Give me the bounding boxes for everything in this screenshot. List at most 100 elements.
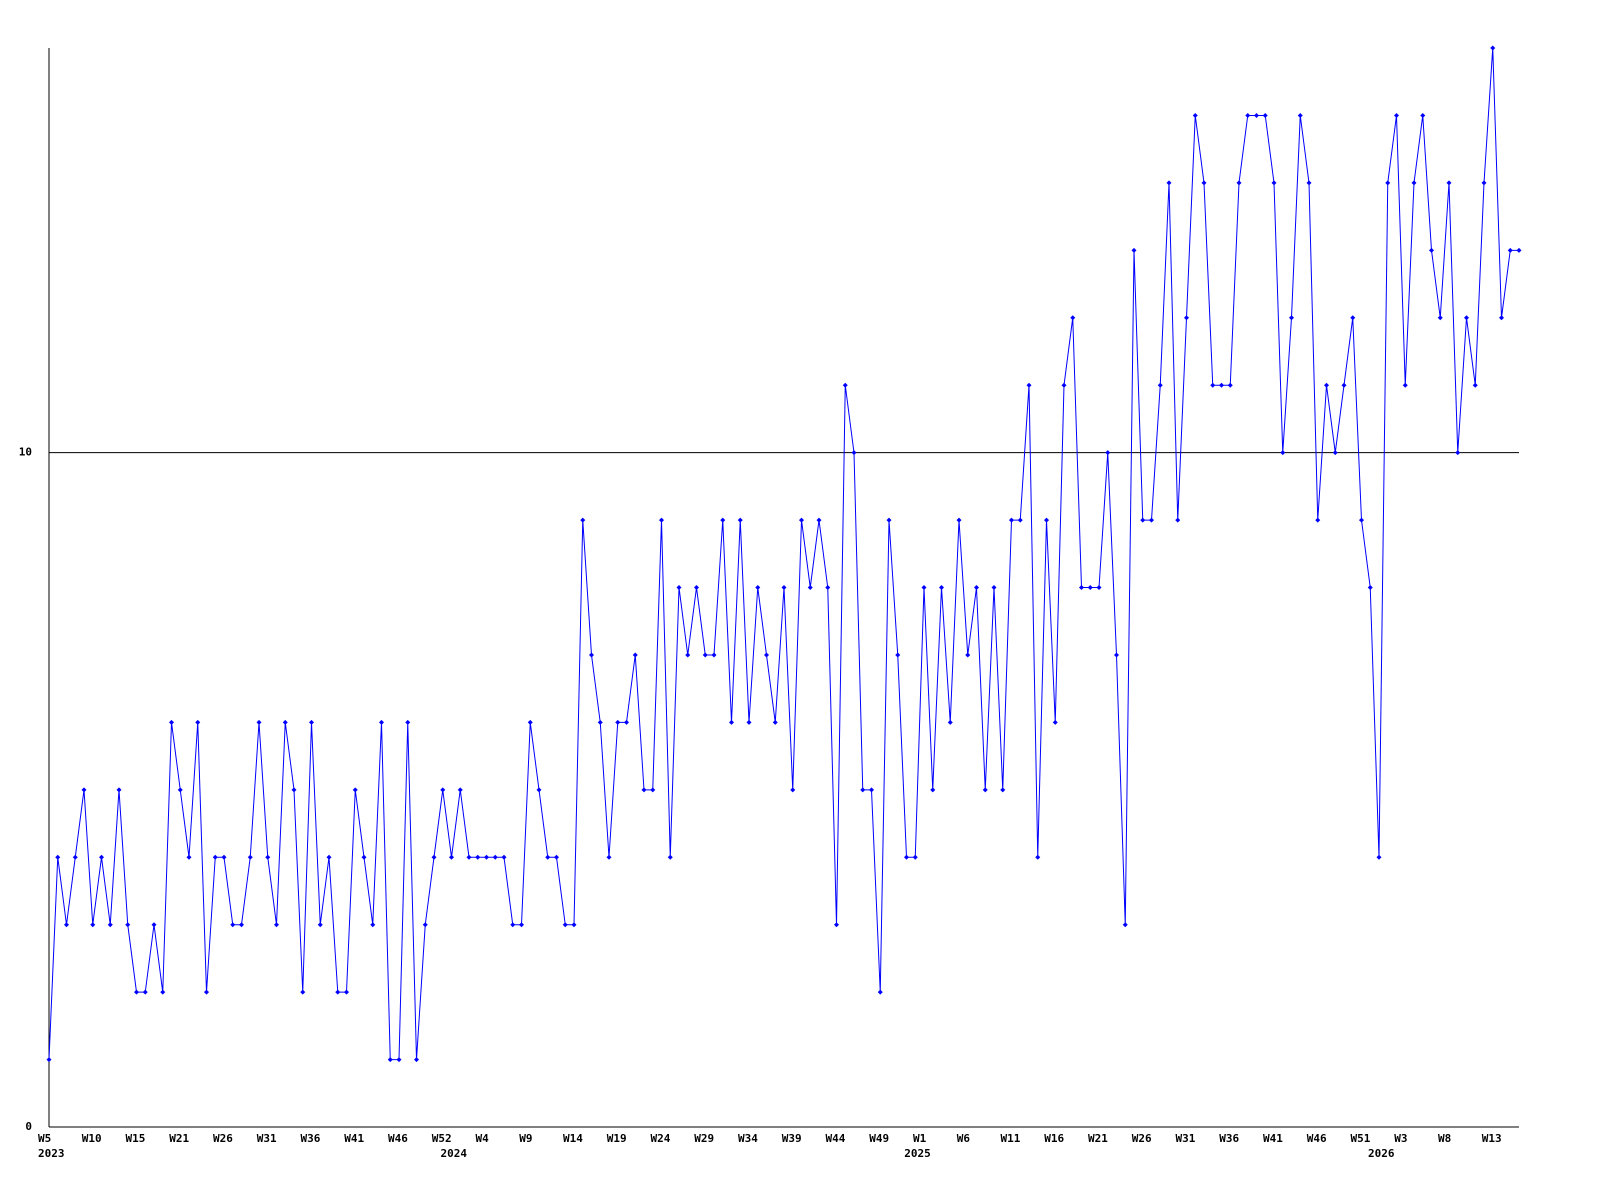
data-point [134, 989, 139, 995]
data-point [1079, 585, 1084, 590]
x-tick-label: W36 [1219, 1132, 1239, 1145]
data-point [597, 719, 603, 725]
data-point [912, 854, 918, 860]
data-point [1245, 112, 1251, 118]
x-tick-label: W10 [82, 1132, 102, 1145]
data-point [379, 719, 384, 725]
data-point [781, 585, 787, 590]
x-tick-label: W1 [913, 1132, 927, 1145]
data-point [1437, 315, 1443, 321]
data-point [1297, 112, 1303, 118]
data-point [1026, 382, 1032, 388]
data-point [816, 517, 822, 523]
data-point [982, 787, 988, 793]
data-point [764, 652, 769, 658]
data-point [1367, 585, 1373, 590]
data-point [1262, 112, 1268, 118]
x-tick-label: W46 [388, 1132, 408, 1145]
data-point [904, 854, 909, 860]
data-point [519, 922, 524, 928]
data-point [116, 787, 122, 793]
data-point [1219, 382, 1224, 388]
data-point [641, 787, 647, 793]
data-point [1324, 382, 1329, 388]
data-point [939, 585, 944, 590]
data-point [1000, 787, 1006, 793]
data-point [860, 787, 866, 793]
data-point [282, 719, 288, 725]
x-tick-label: W3 [1394, 1132, 1407, 1145]
data-point [317, 922, 323, 928]
data-point [1166, 180, 1172, 186]
data-point [212, 854, 218, 860]
data-point [291, 787, 297, 793]
data-point [755, 585, 761, 590]
data-point [965, 652, 971, 658]
data-point [545, 854, 551, 860]
data-point [991, 585, 997, 590]
data-point [1236, 180, 1242, 186]
x-tick-label: W19 [607, 1132, 627, 1145]
data-point [930, 787, 936, 793]
x-tick-label: W21 [1088, 1132, 1108, 1145]
data-point [142, 989, 148, 995]
x-tick-label: W6 [957, 1132, 971, 1145]
data-point [536, 787, 542, 793]
data-point [1507, 247, 1513, 253]
data-point [1114, 652, 1119, 658]
data-point [361, 854, 367, 860]
x-tick-label: W13 [1482, 1132, 1502, 1145]
x-tick-label: W39 [782, 1132, 802, 1145]
data-point [387, 1057, 393, 1063]
data-point [1481, 180, 1487, 186]
data-point [300, 989, 306, 995]
data-point [431, 854, 437, 860]
x-tick-label: W15 [126, 1132, 146, 1145]
data-point [1472, 382, 1478, 388]
data-point [1035, 854, 1041, 860]
x-tick-label: W26 [1132, 1132, 1152, 1145]
data-point [99, 854, 104, 860]
data-point [842, 382, 848, 388]
x-tick-label: W14 [563, 1132, 583, 1145]
data-point [921, 585, 927, 590]
data-point [676, 585, 682, 590]
data-point [886, 517, 892, 523]
data-point [344, 989, 349, 995]
data-point [772, 719, 778, 725]
data-point [125, 922, 131, 928]
x-tick-label: W31 [257, 1132, 277, 1145]
data-point [1009, 517, 1014, 523]
data-point [1306, 180, 1312, 186]
data-point [81, 787, 87, 793]
data-point [1359, 517, 1364, 523]
x-tick-label: W51 [1351, 1132, 1371, 1145]
data-point [256, 719, 262, 725]
data-point [169, 719, 174, 725]
data-point [326, 854, 332, 860]
data-point [1271, 180, 1277, 186]
data-point [1289, 315, 1294, 321]
data-point [204, 989, 209, 995]
data-point [1192, 112, 1198, 118]
data-point [335, 989, 341, 995]
data-point [1201, 180, 1207, 186]
data-point [799, 517, 804, 523]
x-tick-label: W11 [1001, 1132, 1021, 1145]
data-point [309, 719, 314, 725]
data-point [72, 854, 78, 860]
data-point [737, 517, 743, 523]
data-point [1254, 112, 1259, 118]
x-tick-label: W41 [344, 1132, 364, 1145]
data-point [449, 854, 454, 860]
x-tick-label: W4 [476, 1132, 490, 1145]
data-point [1227, 382, 1233, 388]
data-point [615, 719, 621, 725]
data-point [1184, 315, 1189, 321]
data-point [624, 719, 629, 725]
data-point [422, 922, 428, 928]
data-point [790, 787, 796, 793]
data-point [702, 652, 708, 658]
data-point [1411, 180, 1417, 186]
